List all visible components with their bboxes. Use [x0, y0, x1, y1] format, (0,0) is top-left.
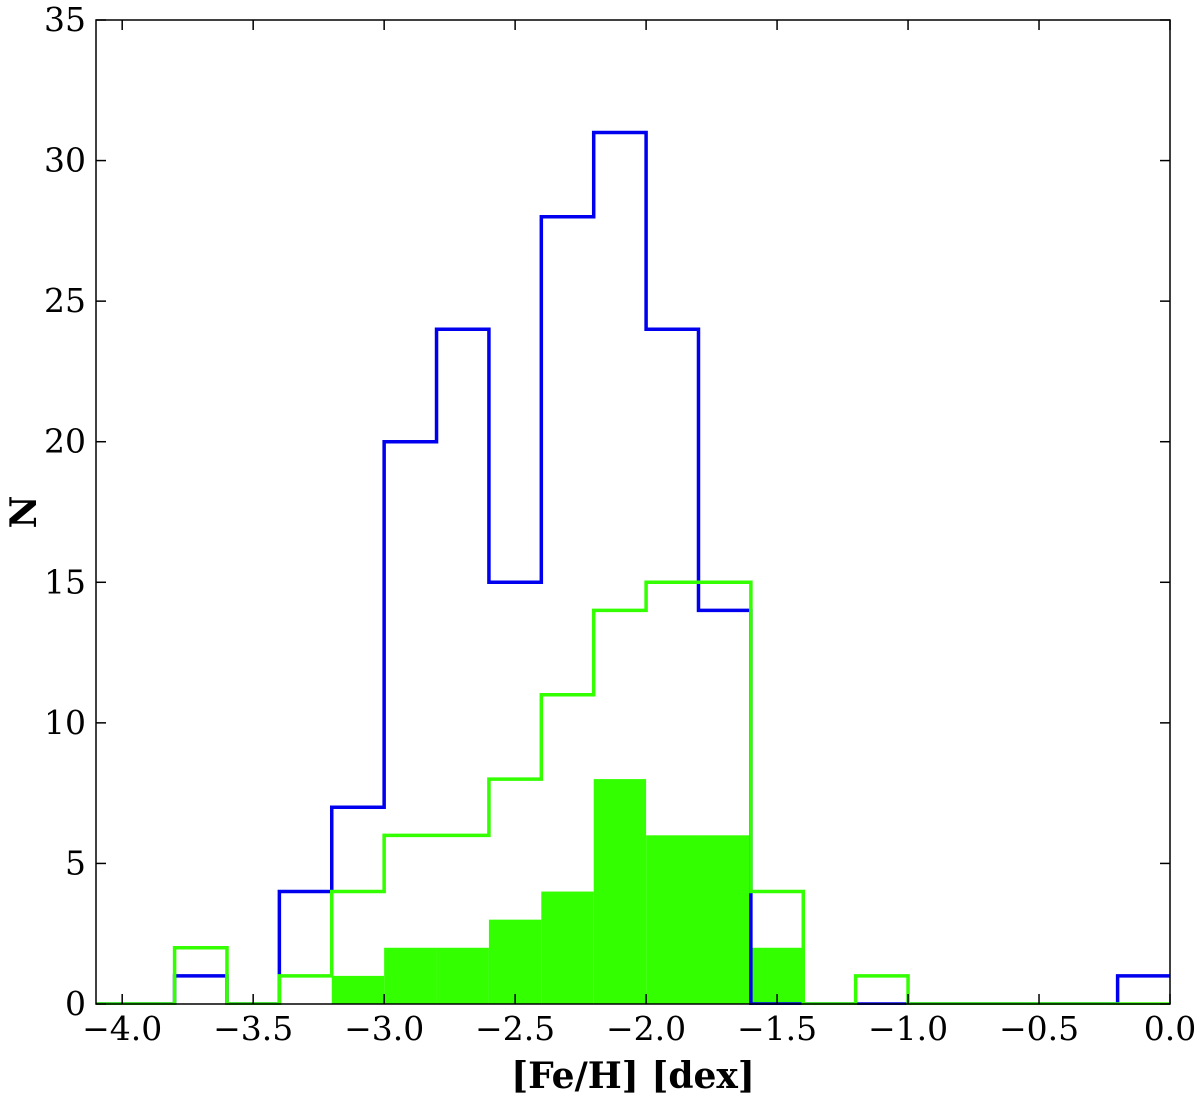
x-tick-label: −2.0 [606, 1009, 686, 1048]
x-tick-label: −3.0 [344, 1009, 424, 1048]
y-axis-label: N [3, 496, 45, 529]
x-tick-label: 0.0 [1144, 1009, 1196, 1048]
filled-bar [331, 975, 385, 1004]
y-tick-label: 15 [44, 562, 86, 601]
y-tick-label: 25 [44, 281, 86, 320]
y-tick-label: 5 [65, 843, 86, 882]
x-axis-label: [Fe/H] [dex] [511, 1055, 755, 1097]
y-tick-label: 10 [44, 703, 86, 742]
y-tick-label: 0 [65, 984, 86, 1023]
x-tick-label: −3.5 [213, 1009, 293, 1048]
filled-bar [698, 835, 751, 1004]
x-tick-label: −4.0 [82, 1009, 162, 1048]
y-tick-label: 20 [44, 422, 86, 461]
filled-bar [488, 919, 542, 1004]
filled-bar [541, 891, 594, 1004]
x-tick-label: −1.0 [868, 1009, 948, 1048]
y-tick-label: 35 [44, 0, 86, 39]
y-tick-label: 30 [44, 141, 86, 180]
x-tick-label: −2.5 [475, 1009, 555, 1048]
series-layer [96, 130, 1170, 1005]
filled-bar [384, 947, 437, 1004]
x-tick-label: −1.5 [737, 1009, 817, 1048]
ticks-layer [96, 19, 1171, 1005]
filled-bar [436, 947, 489, 1004]
x-tick-label: −0.5 [999, 1009, 1079, 1048]
filled-bar [593, 779, 647, 1004]
tick-labels: −4.0 −3.5 −3.0 −2.5 −2.0 −1.5 −1.0 −0.5 0.0 0 5 10 1… [44, 0, 1196, 1048]
filled-bar [646, 835, 699, 1004]
plot-frame [95, 19, 1171, 1005]
